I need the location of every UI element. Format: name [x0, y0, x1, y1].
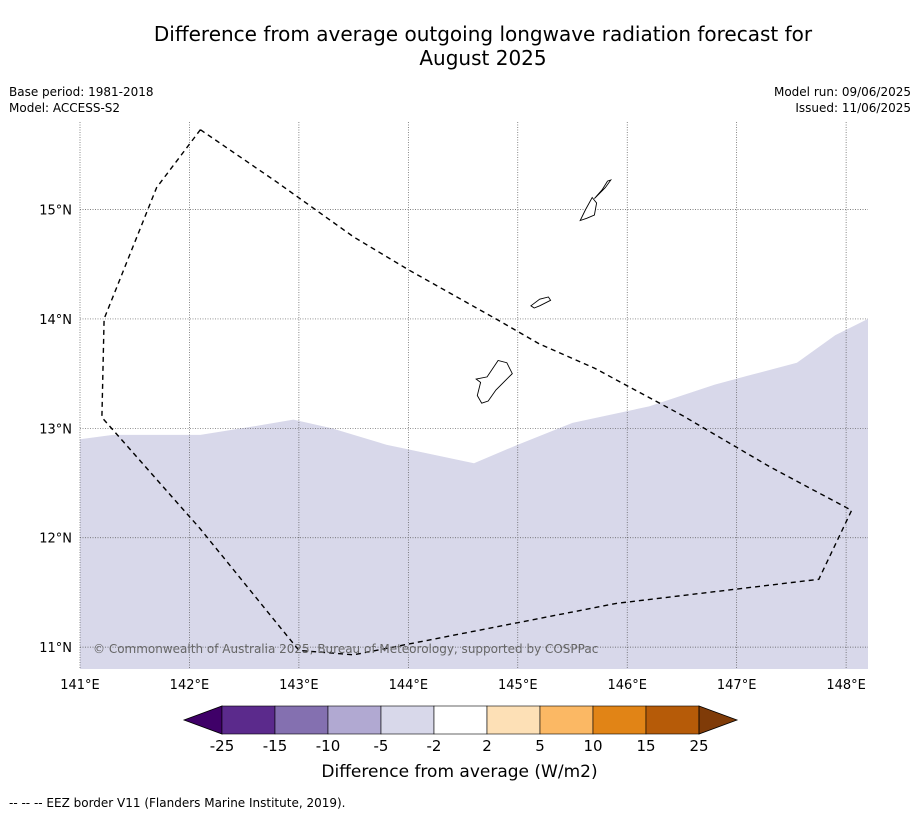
model-run: Model run: 09/06/2025 — [773, 85, 911, 99]
lon-tick-label: 142°E — [170, 678, 210, 693]
title-line-1: Difference from average outgoing longwav… — [153, 22, 813, 46]
colorbar-bin — [486, 705, 541, 735]
colorbar-tick-label: -5 — [374, 737, 389, 755]
lat-tick-label: 14°N — [39, 313, 72, 328]
title-line-2: August 2025 — [419, 46, 547, 70]
colorbar-tick-label: 2 — [482, 737, 492, 755]
colorbar-tick-label: 5 — [535, 737, 545, 755]
colorbar-bin — [380, 705, 435, 735]
anomaly-region — [80, 318, 868, 669]
lon-tick-label: 146°E — [607, 678, 647, 693]
copyright-text: © Commonwealth of Australia 2025, Bureau… — [93, 642, 598, 656]
lon-tick-label: 145°E — [498, 678, 538, 693]
eez-footnote: -- -- -- EEZ border V11 (Flanders Marine… — [9, 796, 346, 810]
colorbar-bin — [433, 705, 488, 735]
lon-tick-label: 141°E — [60, 678, 100, 693]
colorbar-bin — [592, 705, 647, 735]
model-name: Model: ACCESS-S2 — [9, 101, 121, 115]
lat-tick-label: 13°N — [39, 422, 72, 437]
lon-tick-label: 143°E — [279, 678, 319, 693]
lat-tick-label: 11°N — [39, 641, 72, 656]
colorbar-bin — [327, 705, 382, 735]
lon-tick-label: 148°E — [826, 678, 866, 693]
island-outline — [530, 296, 552, 309]
map-canvas: 141°E 142°E 143°E 144°E 145°E 146°E 147°E 148°E… — [39, 122, 868, 755]
issued-date: Issued: 11/06/2025 — [795, 101, 911, 115]
colorbar-bin — [221, 705, 276, 735]
lat-tick-label: 12°N — [39, 532, 72, 547]
island-outline — [579, 196, 598, 222]
lon-tick-label: 147°E — [717, 678, 757, 693]
colorbar-extend-low — [182, 705, 223, 735]
colorbar-tick-label: -10 — [316, 737, 341, 755]
island-outline — [594, 179, 612, 199]
colorbar-tick-label: 25 — [689, 737, 708, 755]
colorbar-label: Difference from average (W/m2) — [321, 762, 598, 782]
colorbar-bin — [274, 705, 329, 735]
colorbar-tick-label: 15 — [636, 737, 655, 755]
colorbar-tick-label: -15 — [263, 737, 288, 755]
colorbar-tick-label: -2 — [427, 737, 442, 755]
colorbar-extend-high — [698, 705, 739, 735]
lon-tick-label: 144°E — [389, 678, 429, 693]
island-outline — [475, 359, 513, 404]
colorbar-tick-label: -25 — [210, 737, 235, 755]
meta-left: Base period: 1981-2018 Model: ACCESS-S2 — [9, 84, 154, 116]
colorbar-tick-label: 10 — [583, 737, 602, 755]
chart-title: Difference from average outgoing longwav… — [0, 22, 919, 70]
base-period: Base period: 1981-2018 — [9, 85, 154, 99]
colorbar-bin — [645, 705, 700, 735]
colorbar-bin — [539, 705, 594, 735]
lat-tick-label: 15°N — [39, 204, 72, 219]
meta-right: Model run: 09/06/2025 Issued: 11/06/2025 — [774, 84, 911, 116]
